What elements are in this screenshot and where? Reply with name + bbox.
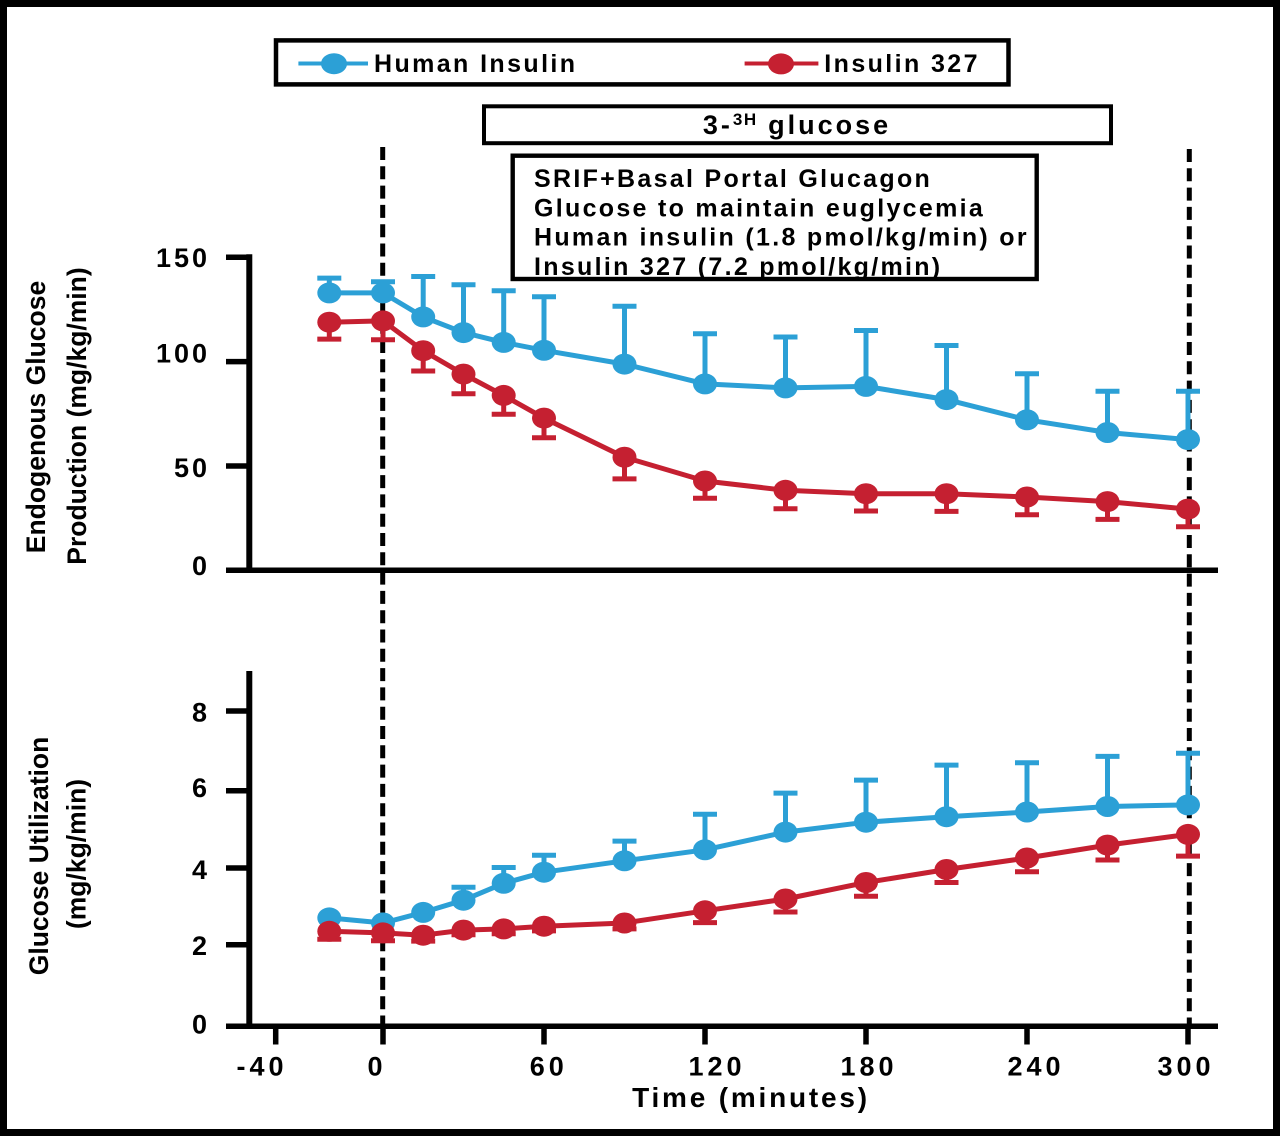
svg-text:2: 2: [192, 931, 210, 961]
svg-text:Human insulin (1.8 pmol/kg/min: Human insulin (1.8 pmol/kg/min) or: [534, 224, 1029, 252]
svg-text:Endogenous Glucose: Endogenous Glucose: [21, 281, 51, 553]
svg-text:240: 240: [1007, 1052, 1064, 1082]
svg-text:0: 0: [192, 551, 210, 581]
svg-text:8: 8: [192, 698, 210, 728]
svg-text:6: 6: [192, 773, 210, 803]
svg-text:(mg/kg/min): (mg/kg/min): [62, 779, 92, 929]
svg-text:150: 150: [156, 243, 210, 273]
svg-text:0: 0: [367, 1052, 386, 1082]
svg-text:Production (mg/kg/min): Production (mg/kg/min): [62, 267, 92, 564]
svg-text:100: 100: [156, 339, 210, 369]
svg-text:300: 300: [1157, 1052, 1214, 1082]
svg-text:4: 4: [192, 855, 210, 885]
svg-text:SRIF+Basal Portal Glucagon: SRIF+Basal Portal Glucagon: [534, 165, 932, 193]
svg-text:50: 50: [174, 453, 210, 483]
svg-text:Insulin 327 (7.2 pmol/kg/min): Insulin 327 (7.2 pmol/kg/min): [534, 253, 942, 281]
svg-text:Glucose Utilization: Glucose Utilization: [24, 737, 54, 976]
svg-text:120: 120: [688, 1052, 745, 1082]
svg-text:Glucose to maintain euglycemia: Glucose to maintain euglycemia: [534, 194, 985, 222]
svg-text:60: 60: [530, 1052, 568, 1082]
svg-text:0: 0: [192, 1009, 210, 1039]
svg-text:3-3H glucose: 3-3H glucose: [703, 110, 891, 140]
svg-text:180: 180: [840, 1052, 897, 1082]
svg-text:-40: -40: [236, 1052, 287, 1082]
svg-text:Human Insulin: Human Insulin: [374, 50, 577, 78]
svg-text:Time (minutes): Time (minutes): [632, 1082, 870, 1113]
svg-text:Insulin 327: Insulin 327: [824, 50, 980, 78]
